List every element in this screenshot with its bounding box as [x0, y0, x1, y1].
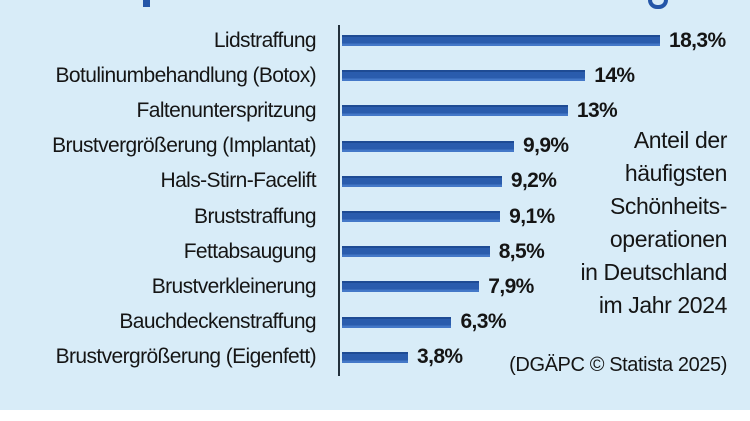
- bar-row: Fettabsaugung 8,5%: [0, 234, 750, 269]
- category-label: Hals-Stirn-Facelift: [160, 169, 317, 193]
- bar-row: Bruststraffung 9,1%: [0, 199, 750, 234]
- bar-track: 6,3%: [316, 310, 750, 334]
- bar-track: 14%: [316, 64, 750, 88]
- category-label: Brustverkleinerung: [151, 274, 317, 298]
- bar-row: Hals-Stirn-Facelift 9,2%: [0, 164, 750, 199]
- category-label: Bauchdeckenstraffung: [119, 310, 316, 334]
- bar: [342, 140, 515, 152]
- cut-off-title-descender-icon: [143, 0, 150, 7]
- category-label: Faltenunterspritzung: [136, 98, 317, 122]
- bar-row: Bauchdeckenstraffung 6,3%: [0, 305, 750, 340]
- category-label: Botulinumbehandlung (Botox): [55, 63, 317, 87]
- category-label: Brustvergrößerung (Implantat): [52, 134, 316, 158]
- bar-track: 9,2%: [316, 169, 750, 193]
- bar: [342, 175, 502, 187]
- category-label: Brustvergrößerung (Eigenfett): [55, 345, 317, 369]
- bar-track: 9,9%: [316, 134, 750, 158]
- category-label: Fettabsaugung: [183, 239, 317, 263]
- bar-row: Brustvergrößerung (Eigenfett) 3,8%: [0, 340, 750, 375]
- bar: [342, 105, 568, 117]
- bar-track: 18,3%: [316, 29, 750, 53]
- bar-track: 3,8%: [316, 345, 750, 369]
- value-label: 3,8%: [417, 345, 463, 369]
- category-label: Lidstraffung: [213, 28, 317, 52]
- cut-off-title-descender-icon: [648, 0, 668, 9]
- value-label: 9,9%: [523, 134, 569, 158]
- value-label: 13%: [576, 98, 618, 122]
- bar-track: 9,1%: [316, 205, 750, 229]
- bar-row: Faltenunterspritzung 13%: [0, 93, 750, 128]
- bar-row: Botulinumbehandlung (Botox) 14%: [0, 58, 750, 93]
- value-label: 6,3%: [460, 310, 506, 334]
- value-label: 18,3%: [669, 28, 726, 52]
- bar-row: Lidstraffung 18,3%: [0, 23, 750, 58]
- source-credit: (DGÄPC © Statista 2025): [509, 354, 727, 376]
- value-label: 8,5%: [498, 239, 545, 263]
- bar-rows: Lidstraffung 18,3% Botulinumbehandlung (…: [0, 23, 750, 375]
- value-label: 9,2%: [510, 169, 557, 193]
- bar: [342, 351, 409, 363]
- value-label: 9,1%: [509, 204, 555, 228]
- category-label: Bruststraffung: [194, 204, 317, 228]
- bar: [342, 70, 586, 82]
- bar-track: 8,5%: [316, 240, 750, 264]
- y-axis-line: [338, 25, 340, 376]
- bar-row: Brustvergrößerung (Implantat) 9,9%: [0, 129, 750, 164]
- chart-panel: Lidstraffung 18,3% Botulinumbehandlung (…: [0, 0, 750, 410]
- value-label: 7,9%: [488, 274, 534, 298]
- bar-track: 7,9%: [316, 275, 750, 299]
- chart-annotation: Anteil der häufigsten Schönheits- operat…: [580, 127, 727, 318]
- bar: [342, 211, 501, 223]
- bar-row: Brustverkleinerung 7,9%: [0, 269, 750, 304]
- bar: [342, 246, 490, 258]
- bar: [342, 35, 660, 47]
- value-label: 14%: [594, 63, 635, 87]
- bar-track: 13%: [316, 99, 750, 123]
- bar: [342, 281, 480, 293]
- bar: [342, 316, 452, 328]
- bottom-margin: [0, 410, 750, 421]
